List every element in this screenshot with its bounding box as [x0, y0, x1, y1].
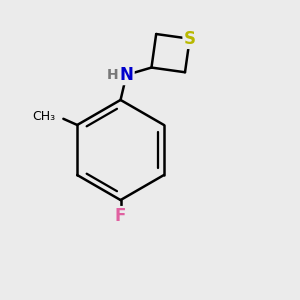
Text: H: H [106, 68, 118, 82]
Text: CH₃: CH₃ [33, 110, 56, 123]
Text: F: F [115, 207, 126, 225]
Text: S: S [184, 30, 196, 48]
Text: N: N [119, 66, 134, 84]
